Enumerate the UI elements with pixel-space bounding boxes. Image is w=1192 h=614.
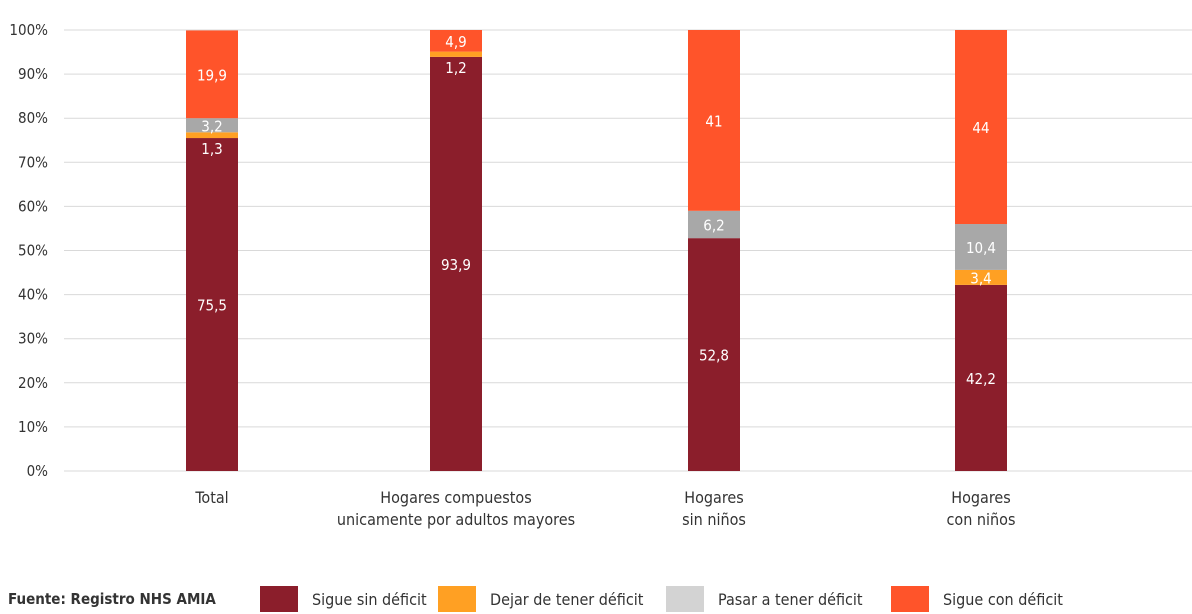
data-label: 10,4	[966, 239, 996, 257]
bar-segment	[955, 224, 1007, 270]
bar-segment	[430, 30, 482, 52]
bar-segment	[430, 56, 482, 471]
bar-segment	[186, 132, 238, 139]
legend-swatch	[260, 586, 298, 612]
legend-swatch	[438, 586, 476, 612]
y-tick-label: 0%	[27, 462, 49, 480]
bar-segment	[688, 210, 740, 239]
data-label: 19,9	[197, 66, 227, 84]
y-tick-label: 10%	[18, 418, 48, 436]
x-category-label: con niños	[947, 510, 1016, 529]
data-label: 3,4	[970, 269, 991, 287]
bar-segment	[186, 30, 238, 119]
legend-label: Sigue sin déficit	[312, 590, 427, 609]
legend-label: Pasar a tener déficit	[718, 590, 863, 609]
x-category-label: unicamente por adultos mayores	[337, 510, 575, 529]
y-tick-label: 60%	[18, 197, 48, 215]
x-category-label: Hogares	[684, 488, 744, 507]
data-label: 52,8	[699, 347, 729, 365]
legend-label: Dejar de tener déficit	[490, 590, 644, 609]
y-tick-label: 90%	[18, 65, 48, 83]
x-category-label: Hogares compuestos	[380, 488, 531, 507]
data-label: 42,2	[966, 370, 996, 388]
bar-segment	[186, 138, 238, 472]
y-tick-label: 30%	[18, 330, 48, 348]
legend-label: Sigue con déficit	[943, 590, 1063, 609]
y-tick-label: 50%	[18, 242, 48, 260]
bar-segment	[186, 118, 238, 133]
stacked-bar-chart: 0% 10% 20% 30% 40% 50% 60% 70% 80% 90% 100% 75,5 1,3…	[9, 21, 1192, 529]
x-category-label: sin niños	[682, 510, 746, 529]
bar-segment	[688, 238, 740, 471]
data-label: 75,5	[197, 297, 227, 315]
y-tick-label: 40%	[18, 286, 48, 304]
data-label: 44	[972, 119, 989, 137]
data-label: 1,3	[201, 140, 222, 158]
legend: Fuente: Registro NHS AMIA Sigue sin défi…	[0, 586, 1192, 612]
legend-swatch	[666, 586, 704, 612]
y-tick-label: 100%	[9, 21, 48, 39]
data-label: 6,2	[703, 216, 724, 234]
data-label: 93,9	[441, 256, 471, 274]
data-label: 3,2	[201, 117, 222, 135]
x-category-label: Total	[194, 488, 228, 507]
y-tick-label: 80%	[18, 109, 48, 127]
data-label: 4,9	[445, 33, 466, 51]
bar-segment	[955, 284, 1007, 471]
bar-segment	[955, 269, 1007, 285]
legend-swatch	[891, 586, 929, 612]
bar-segment	[955, 30, 1007, 225]
y-tick-label: 20%	[18, 374, 48, 392]
data-label: 1,2	[445, 59, 466, 77]
bar-segment	[688, 30, 740, 211]
source-note: Fuente: Registro NHS AMIA	[8, 590, 216, 608]
bar-segment	[430, 51, 482, 57]
data-label: 41	[705, 112, 722, 130]
x-category-label: Hogares	[951, 488, 1011, 507]
y-tick-label: 70%	[18, 153, 48, 171]
